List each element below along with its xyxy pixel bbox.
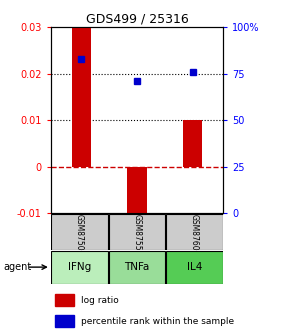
FancyBboxPatch shape	[51, 214, 108, 250]
FancyBboxPatch shape	[51, 251, 108, 284]
Bar	[55, 294, 74, 306]
FancyBboxPatch shape	[109, 214, 165, 250]
Text: GSM8750: GSM8750	[75, 213, 84, 250]
Text: log ratio: log ratio	[81, 296, 119, 305]
Bar	[127, 167, 147, 223]
FancyBboxPatch shape	[109, 251, 165, 284]
Text: agent: agent	[3, 262, 31, 272]
Text: IFNg: IFNg	[68, 262, 91, 272]
FancyBboxPatch shape	[166, 251, 223, 284]
Text: TNFa: TNFa	[124, 262, 150, 272]
Text: GSM8755: GSM8755	[133, 213, 142, 250]
Text: GSM8760: GSM8760	[190, 213, 199, 250]
Bar	[72, 27, 91, 167]
Bar	[183, 120, 202, 167]
Bar	[55, 315, 74, 327]
FancyBboxPatch shape	[166, 214, 223, 250]
Text: percentile rank within the sample: percentile rank within the sample	[81, 317, 234, 326]
Title: GDS499 / 25316: GDS499 / 25316	[86, 13, 188, 26]
Text: IL4: IL4	[187, 262, 202, 272]
